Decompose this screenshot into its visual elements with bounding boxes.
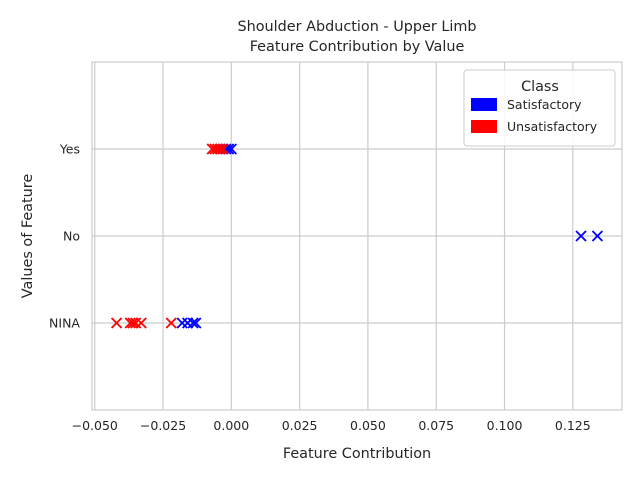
data-point-satisfactory [225, 143, 237, 155]
marker-stroke [575, 230, 587, 242]
data-point-unsatisfactory [110, 317, 123, 329]
data-point-unsatisfactory [214, 143, 227, 155]
marker-stroke [127, 317, 139, 329]
y-axis-label: Values of Feature [20, 174, 36, 299]
legend-label-unsatisfactory: Unsatisfactory [507, 119, 598, 134]
data-point-unsatisfactory [217, 143, 229, 155]
marker-stroke [217, 143, 229, 155]
data-point-satisfactory [575, 230, 587, 242]
data-point-satisfactory [190, 317, 202, 329]
data-point-unsatisfactory [127, 317, 139, 329]
data-points [110, 143, 604, 329]
x-tick-label: 0.100 [487, 418, 523, 433]
marker-stroke [135, 317, 147, 329]
chart-title: Shoulder Abduction - Upper Limb [237, 19, 476, 35]
legend-box [463, 69, 616, 147]
marker-stroke [110, 317, 123, 329]
marker-stroke [187, 317, 199, 329]
legend: Class Satisfactory Unsatisfactory [463, 69, 616, 147]
marker-stroke [165, 317, 177, 329]
data-point-unsatisfactory [165, 317, 177, 329]
x-tick-label: 0.125 [555, 418, 591, 433]
marker-stroke [190, 317, 202, 329]
y-tick-label: No [63, 229, 80, 244]
x-axis-label: Feature Contribution [283, 446, 431, 462]
x-tick-label: 0.050 [350, 418, 386, 433]
plot-frame [91, 61, 623, 411]
x-tick-label: −0.050 [72, 418, 118, 433]
x-tick-label: 0.025 [282, 418, 318, 433]
y-tick-label: NINA [49, 316, 80, 331]
y-tick-label: Yes [59, 142, 80, 157]
marker-stroke [225, 143, 237, 155]
data-point-satisfactory [591, 230, 604, 242]
x-tick-label: −0.025 [140, 418, 186, 433]
legend-swatch-satisfactory [471, 98, 497, 111]
marker-stroke [591, 230, 604, 242]
chart-subtitle: Feature Contribution by Value [250, 39, 465, 55]
x-tick-label: 0.000 [213, 418, 249, 433]
data-point-satisfactory [187, 317, 199, 329]
data-point-unsatisfactory [135, 317, 147, 329]
y-tick-labels: NINA No Yes [49, 142, 80, 331]
marker-stroke [214, 143, 227, 155]
legend-label-satisfactory: Satisfactory [507, 97, 582, 112]
x-tick-label: 0.075 [418, 418, 454, 433]
x-tick-labels: −0.050 −0.025 0.000 0.025 0.050 0.075 0.100 0.1… [72, 418, 591, 433]
legend-title: Class [521, 79, 559, 95]
y-gridlines [92, 148, 622, 324]
legend-swatch-unsatisfactory [471, 120, 497, 133]
